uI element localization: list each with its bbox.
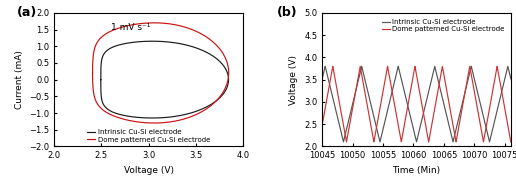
Intrinsic Cu-Si electrode [508,78,514,80]
Line: Dome patterned Cu-Si electrode: Dome patterned Cu-Si electrode [92,23,229,123]
X-axis label: Voltage (V): Voltage (V) [123,166,173,175]
Intrinsic Cu-Si electrode [149,117,155,119]
Intrinsic Cu-Si electrode [392,80,398,82]
Dome patterned Cu-Si electrode [146,122,152,124]
Legend: Intrinsic Cu-Si electrode, Dome patterned Cu-Si electrode: Intrinsic Cu-Si electrode, Dome patterne… [379,16,507,35]
Dome patterned Cu-Si electrode [341,125,347,127]
Intrinsic Cu-Si electrode [400,84,406,86]
Legend: Intrinsic Cu-Si electrode, Dome patterned Cu-Si electrode: Intrinsic Cu-Si electrode, Dome patterne… [84,127,213,146]
Dome patterned Cu-Si electrode [209,103,216,106]
Dome patterned Cu-Si electrode [352,95,358,97]
Dome patterned Cu-Si electrode [319,124,325,126]
Dome patterned Cu-Si electrode [466,65,473,67]
Dome patterned Cu-Si electrode [399,133,406,135]
Intrinsic Cu-Si electrode [149,40,155,42]
Dome patterned Cu-Si electrode [200,110,206,112]
Dome patterned Cu-Si electrode [484,122,490,124]
Intrinsic Cu-Si electrode [104,108,110,110]
Intrinsic Cu-Si electrode [98,64,104,66]
Dome patterned Cu-Si electrode [216,96,222,99]
X-axis label: Time (Min): Time (Min) [393,166,441,175]
Y-axis label: Current (mA): Current (mA) [14,50,24,109]
Intrinsic Cu-Si electrode [352,94,358,96]
Dome patterned Cu-Si electrode [504,121,510,123]
Intrinsic Cu-Si electrode [377,141,383,143]
Intrinsic Cu-Si electrode [143,117,150,119]
Dome patterned Cu-Si electrode [101,110,107,112]
Intrinsic Cu-Si electrode [319,78,325,80]
Intrinsic Cu-Si electrode [98,79,104,81]
Y-axis label: Voltage (V): Voltage (V) [289,55,298,105]
Intrinsic Cu-Si electrode [216,97,222,100]
Text: (a): (a) [17,6,37,19]
Dome patterned Cu-Si electrode [392,103,398,106]
Dome patterned Cu-Si electrode [90,53,96,55]
Intrinsic Cu-Si electrode [209,103,215,105]
Intrinsic Cu-Si electrode [484,130,490,132]
Text: (b): (b) [277,6,297,19]
Dome patterned Cu-Si electrode [151,122,157,124]
Line: Intrinsic Cu-Si electrode: Intrinsic Cu-Si electrode [322,66,511,142]
Intrinsic Cu-Si electrode [504,67,510,70]
Text: 1 mV s⁻¹: 1 mV s⁻¹ [111,23,150,33]
Intrinsic Cu-Si electrode [199,108,205,110]
Line: Intrinsic Cu-Si electrode: Intrinsic Cu-Si electrode [101,41,229,118]
Dome patterned Cu-Si electrode [151,22,157,24]
Dome patterned Cu-Si electrode [89,72,95,74]
Dome patterned Cu-Si electrode [508,141,514,143]
Dome patterned Cu-Si electrode [89,72,95,74]
Intrinsic Cu-Si electrode [341,140,347,142]
Intrinsic Cu-Si electrode [359,65,365,67]
Line: Dome patterned Cu-Si electrode: Dome patterned Cu-Si electrode [322,66,511,142]
Intrinsic Cu-Si electrode [98,79,104,81]
